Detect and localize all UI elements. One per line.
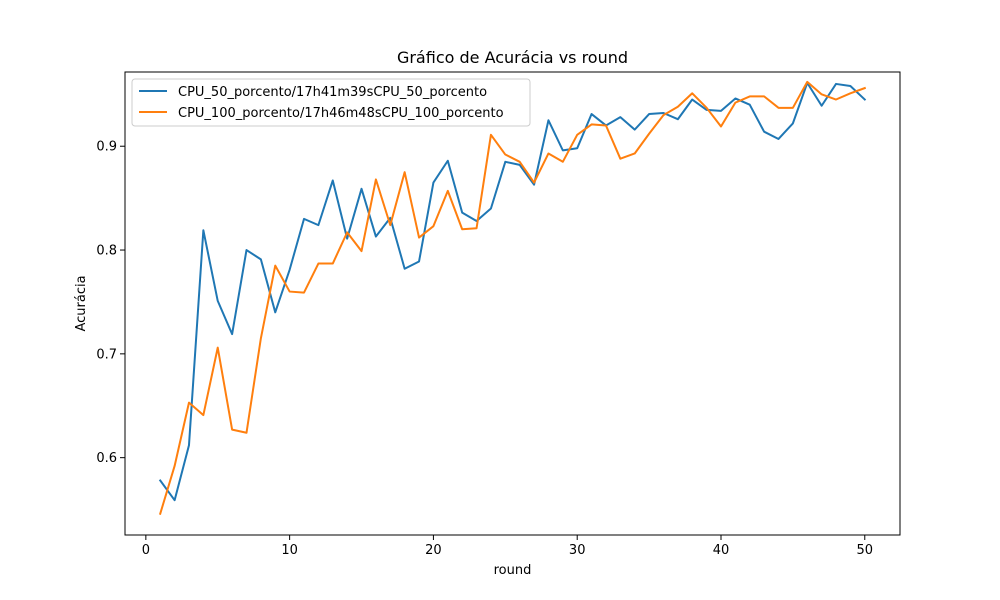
y-axis-ticks: 0.6 0.7 0.8 0.9 [96, 140, 125, 466]
legend-label-cpu-50: CPU_50_porcento/17h41m39sCPU_50_porcento [178, 85, 487, 100]
x-tick-label: 30 [569, 543, 586, 558]
x-tick-label: 0 [142, 543, 150, 558]
x-axis-ticks: 0 10 20 30 40 50 [142, 535, 873, 558]
x-axis-label: round [494, 563, 532, 578]
series-lines [158, 80, 867, 515]
x-tick-label: 10 [281, 543, 298, 558]
y-tick-label: 0.8 [96, 244, 117, 259]
x-tick-label: 40 [713, 543, 730, 558]
x-tick-label: 50 [856, 543, 873, 558]
axes-frame [124, 71, 901, 536]
chart-title: Gráfico de Acurácia vs round [397, 48, 628, 67]
y-tick-label: 0.7 [96, 347, 117, 362]
legend-label-cpu-100: CPU_100_porcento/17h46m48sCPU_100_porcen… [178, 106, 504, 121]
y-tick-label: 0.6 [96, 451, 117, 466]
x-tick-label: 20 [425, 543, 442, 558]
legend: CPU_50_porcento/17h41m39sCPU_50_porcento… [131, 78, 531, 127]
y-axis-label: Acurácia [74, 275, 89, 331]
y-tick-label: 0.9 [96, 140, 117, 155]
series-line-1 [158, 80, 867, 515]
series-line-0 [158, 81, 867, 502]
legend-box [131, 78, 531, 127]
